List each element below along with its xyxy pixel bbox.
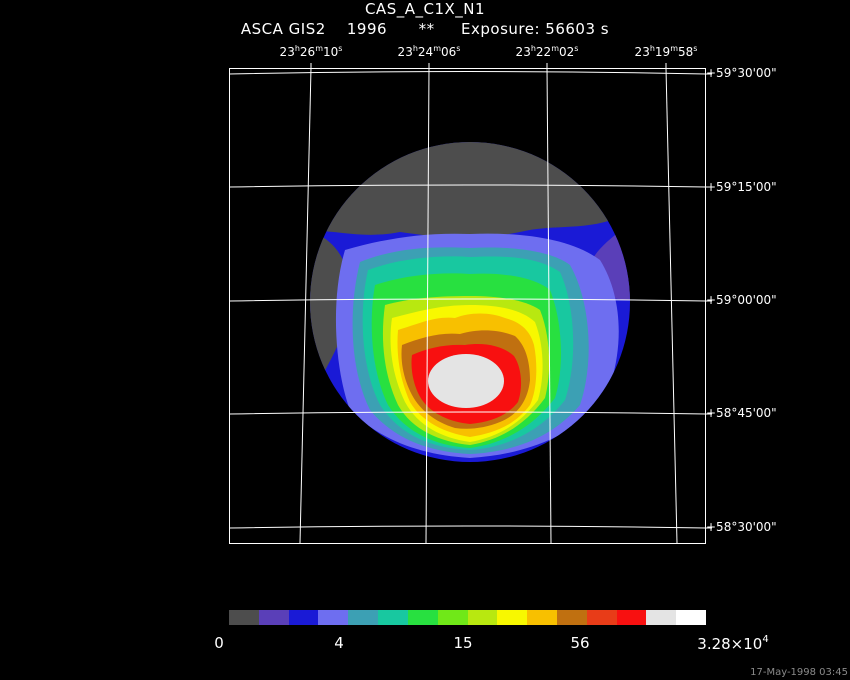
colorbar-swatch bbox=[646, 610, 677, 625]
ra-label: 23h22m02s bbox=[515, 44, 579, 59]
colorbar-label: 0 bbox=[214, 634, 224, 652]
exposure-label: Exposure: 56603 s bbox=[461, 20, 610, 38]
ra-label: 23h24m06s bbox=[397, 44, 461, 59]
marker-label: ** bbox=[418, 20, 435, 38]
colorbar-label: 56 bbox=[570, 634, 590, 652]
dec-label: +59°00'00" bbox=[706, 293, 777, 307]
colorbar-swatch bbox=[527, 610, 557, 625]
colorbar-label: 4 bbox=[334, 634, 344, 652]
year-label: 1996 bbox=[346, 20, 388, 38]
tick-marks bbox=[310, 63, 712, 529]
colorbar-swatch bbox=[258, 610, 289, 625]
colorbar-swatch bbox=[348, 610, 379, 625]
colorbar-swatch bbox=[467, 610, 498, 625]
colorbar-swatch bbox=[556, 610, 587, 625]
colorbar-swatch bbox=[318, 610, 349, 625]
colorbar-swatch bbox=[437, 610, 468, 625]
colorbar-swatch bbox=[229, 610, 259, 625]
plot-frame bbox=[229, 68, 706, 544]
ra-label: 23h19m58s bbox=[634, 44, 698, 59]
ra-label: 23h26m10s bbox=[279, 44, 343, 59]
observation-info: ASCA GIS2 1996 ** Exposure: 56603 s bbox=[0, 20, 850, 38]
colorbar-swatch bbox=[586, 610, 617, 625]
colorbar-swatch bbox=[378, 610, 408, 625]
coordinate-grid bbox=[228, 67, 707, 544]
instrument-label: ASCA GIS2 bbox=[240, 20, 326, 38]
colorbar-swatch bbox=[497, 610, 528, 625]
colorbar-max-label: 3.28×104 bbox=[697, 634, 769, 653]
dec-label: +58°30'00" bbox=[706, 520, 777, 534]
colorbar-swatch bbox=[676, 610, 706, 625]
timestamp: 17-May-1998 03:45 bbox=[750, 667, 848, 678]
dec-label: +59°30'00" bbox=[706, 66, 777, 80]
dec-label: +58°45'00" bbox=[706, 406, 777, 420]
colorbar-swatch bbox=[407, 610, 438, 625]
image-title: CAS_A_C1X_N1 bbox=[364, 0, 486, 18]
colorbar bbox=[229, 610, 706, 625]
colorbar-swatch bbox=[616, 610, 647, 625]
colorbar-label: 15 bbox=[453, 634, 473, 652]
colorbar-swatch bbox=[288, 610, 319, 625]
dec-label: +59°15'00" bbox=[706, 180, 777, 194]
